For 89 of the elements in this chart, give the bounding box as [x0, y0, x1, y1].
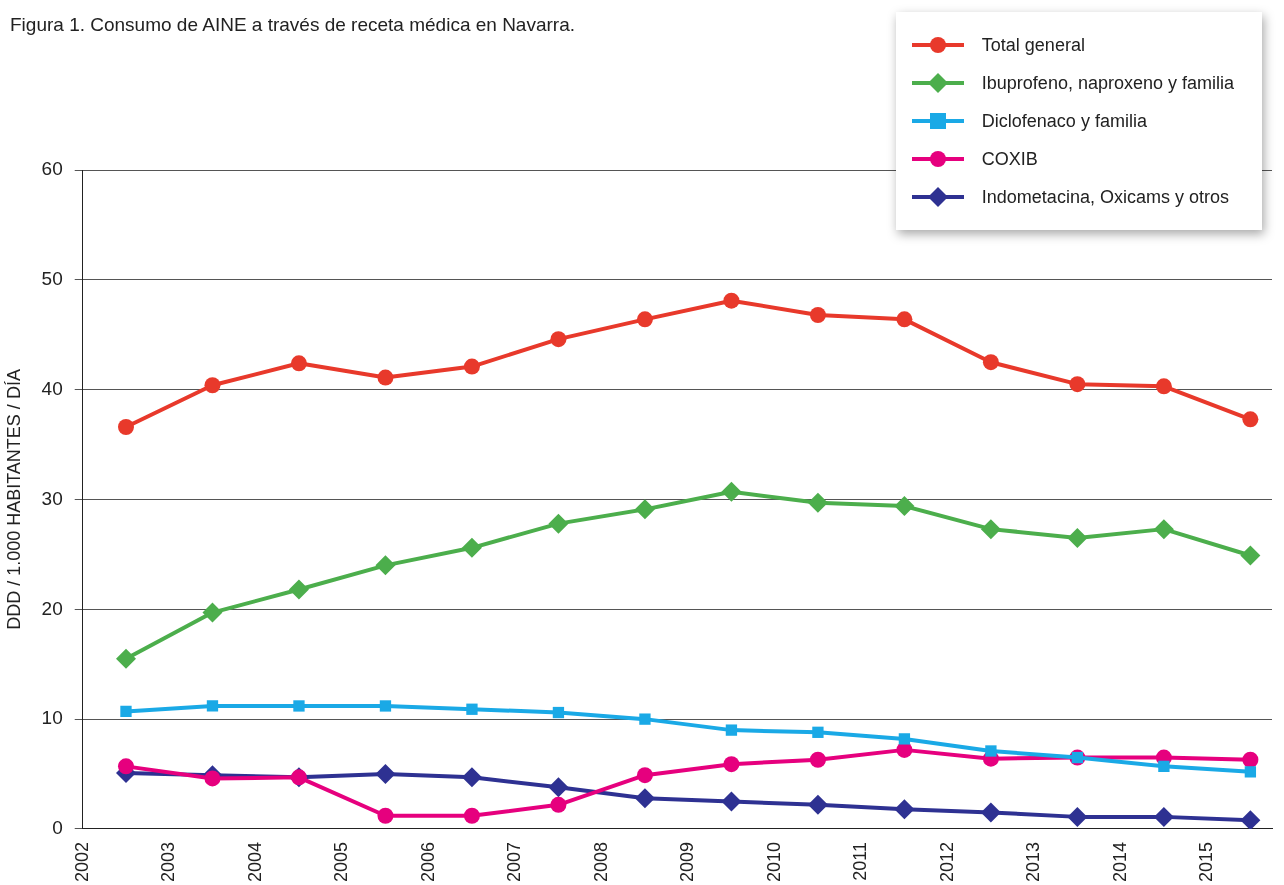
- point: [721, 481, 742, 502]
- point: [461, 767, 482, 788]
- x-tick-label: 2004: [244, 841, 265, 882]
- point: [379, 700, 392, 712]
- point: [982, 354, 999, 371]
- point: [894, 799, 915, 820]
- point: [636, 767, 653, 784]
- x-tick-label: 2012: [936, 841, 957, 882]
- point: [550, 331, 567, 348]
- point: [634, 788, 655, 809]
- point: [115, 648, 136, 669]
- x-tick-label: 2015: [1196, 841, 1217, 882]
- legend-label: COXIB: [981, 148, 1038, 170]
- point: [1240, 545, 1261, 566]
- point: [206, 700, 219, 712]
- point: [898, 733, 911, 745]
- point: [117, 758, 134, 775]
- point: [809, 306, 826, 323]
- point: [120, 705, 132, 718]
- point: [721, 791, 742, 812]
- point: [980, 519, 1001, 540]
- point: [463, 358, 480, 375]
- y-tick-label: 40: [41, 377, 63, 399]
- point: [1069, 376, 1086, 393]
- y-tick-label: 10: [41, 707, 63, 729]
- legend-label: Diclofenaco y familia: [981, 110, 1147, 132]
- point: [985, 745, 997, 757]
- point: [290, 355, 307, 372]
- point: [1155, 378, 1172, 395]
- y-tick-label: 30: [41, 487, 63, 509]
- x-tick-label: 2007: [504, 841, 525, 882]
- x-tick-label: 2009: [677, 841, 698, 882]
- point: [548, 513, 569, 534]
- y-tick-label: 0: [52, 817, 63, 839]
- point: [1240, 810, 1261, 829]
- point: [204, 770, 221, 787]
- point: [1067, 527, 1088, 548]
- point: [375, 555, 396, 576]
- point: [1244, 766, 1257, 778]
- x-tick-label: 2002: [71, 841, 92, 882]
- point: [377, 807, 394, 824]
- y-tick-label: 20: [41, 597, 63, 619]
- point: [723, 756, 740, 773]
- x-tick-label: 2010: [763, 841, 784, 882]
- point: [725, 724, 738, 736]
- point: [896, 311, 913, 328]
- x-tick-label: 2005: [331, 841, 352, 882]
- point: [639, 713, 651, 725]
- x-tick-label: 2011: [850, 841, 871, 881]
- point: [1153, 806, 1174, 827]
- point: [980, 802, 1001, 823]
- chart-title: Figura 1. Consumo de AINE a través de receta médica en Navarra.: [10, 14, 575, 36]
- point: [117, 418, 134, 435]
- legend-label: Indometacina, Oxicams y otros: [981, 186, 1229, 208]
- point: [894, 496, 915, 517]
- point: [1158, 760, 1170, 773]
- x-tick-label: 2006: [417, 841, 438, 882]
- x-tick-label: 2003: [158, 841, 179, 882]
- point: [466, 703, 478, 715]
- point: [807, 794, 828, 815]
- point: [293, 700, 305, 712]
- point: [204, 377, 221, 394]
- point: [1153, 519, 1174, 540]
- point: [1242, 751, 1259, 768]
- point: [548, 777, 569, 798]
- point: [807, 492, 828, 513]
- legend-label: Ibuprofeno, naproxeno y familia: [981, 72, 1234, 94]
- x-tick-label: 2014: [1109, 841, 1130, 882]
- point: [377, 369, 394, 386]
- y-tick-label: 60: [41, 158, 63, 180]
- y-axis-title: DDD / 1.000 HABITANTES / DÍA: [3, 369, 24, 630]
- point: [550, 796, 567, 813]
- point: [634, 499, 655, 520]
- point: [552, 706, 565, 719]
- point: [288, 579, 309, 600]
- point: [461, 537, 482, 558]
- point: [723, 292, 740, 309]
- legend-label: Total general: [981, 34, 1085, 56]
- x-tick-label: 2013: [1023, 841, 1044, 882]
- y-tick-label: 50: [41, 268, 63, 290]
- point: [1242, 411, 1259, 428]
- x-tick-label: 2008: [590, 841, 611, 882]
- point: [375, 764, 396, 785]
- point: [809, 751, 826, 768]
- point: [202, 602, 223, 623]
- point: [812, 726, 824, 738]
- point: [1067, 806, 1088, 827]
- point: [463, 807, 480, 824]
- point: [636, 311, 653, 328]
